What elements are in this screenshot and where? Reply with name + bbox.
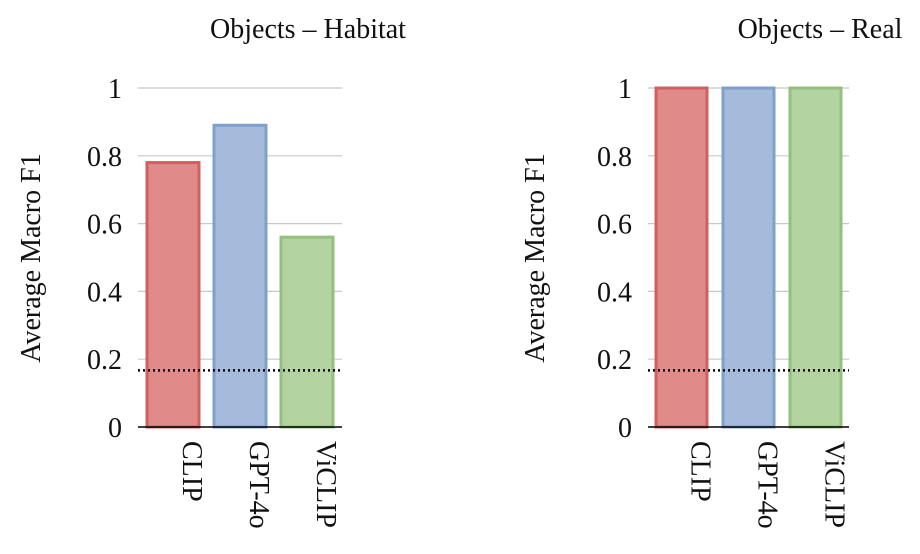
chart-panel-habitat: Objects – Habitat Average Macro F1 00.20… bbox=[16, 14, 406, 529]
y-tick-label: 0.2 bbox=[87, 345, 122, 376]
bars bbox=[654, 86, 843, 429]
y-tick-label: 1 bbox=[108, 74, 122, 105]
bars bbox=[145, 123, 335, 429]
chart-panel-real: Objects – Real Average Macro F1 00.20.40… bbox=[520, 14, 903, 529]
y-tick-label: 0 bbox=[108, 413, 122, 444]
y-tick-label: 0.8 bbox=[87, 142, 122, 173]
bar-viclip bbox=[279, 235, 335, 429]
y-tick-label: 0.4 bbox=[87, 277, 122, 308]
y-axis-label: Average Macro F1 bbox=[520, 153, 551, 362]
x-category-label: GPT-4o bbox=[752, 441, 783, 529]
y-tick-label: 1 bbox=[618, 74, 632, 105]
bar-viclip bbox=[788, 86, 843, 429]
bar-clip bbox=[145, 161, 201, 429]
y-tick-label: 0.6 bbox=[597, 210, 632, 241]
x-category-label: CLIP bbox=[685, 441, 716, 502]
x-category-label: ViCLIP bbox=[819, 441, 850, 528]
y-tick-label: 0.8 bbox=[597, 142, 632, 173]
y-tick-labels: 0 0.2 0.4 0.6 0.8 1 bbox=[597, 74, 632, 444]
chart-title: Objects – Habitat bbox=[210, 14, 406, 45]
y-axis-label: Average Macro F1 bbox=[16, 153, 47, 362]
bar-gpt-4o bbox=[721, 86, 776, 429]
y-tick-label: 0.6 bbox=[87, 210, 122, 241]
x-category-label: ViCLIP bbox=[310, 441, 341, 528]
y-tick-label: 0.2 bbox=[597, 345, 632, 376]
y-tick-label: 0 bbox=[618, 413, 632, 444]
chart-title: Objects – Real bbox=[738, 14, 903, 45]
bar-clip bbox=[654, 86, 709, 429]
y-tick-label: 0.4 bbox=[597, 277, 632, 308]
x-category-labels: CLIP GPT-4o ViCLIP bbox=[685, 441, 850, 529]
bar-gpt-4o bbox=[212, 123, 268, 429]
x-category-label: GPT-4o bbox=[243, 441, 274, 529]
y-tick-labels: 0 0.2 0.4 0.6 0.8 1 bbox=[87, 74, 122, 444]
x-category-label: CLIP bbox=[176, 441, 207, 502]
x-category-labels: CLIP GPT-4o ViCLIP bbox=[176, 441, 341, 529]
